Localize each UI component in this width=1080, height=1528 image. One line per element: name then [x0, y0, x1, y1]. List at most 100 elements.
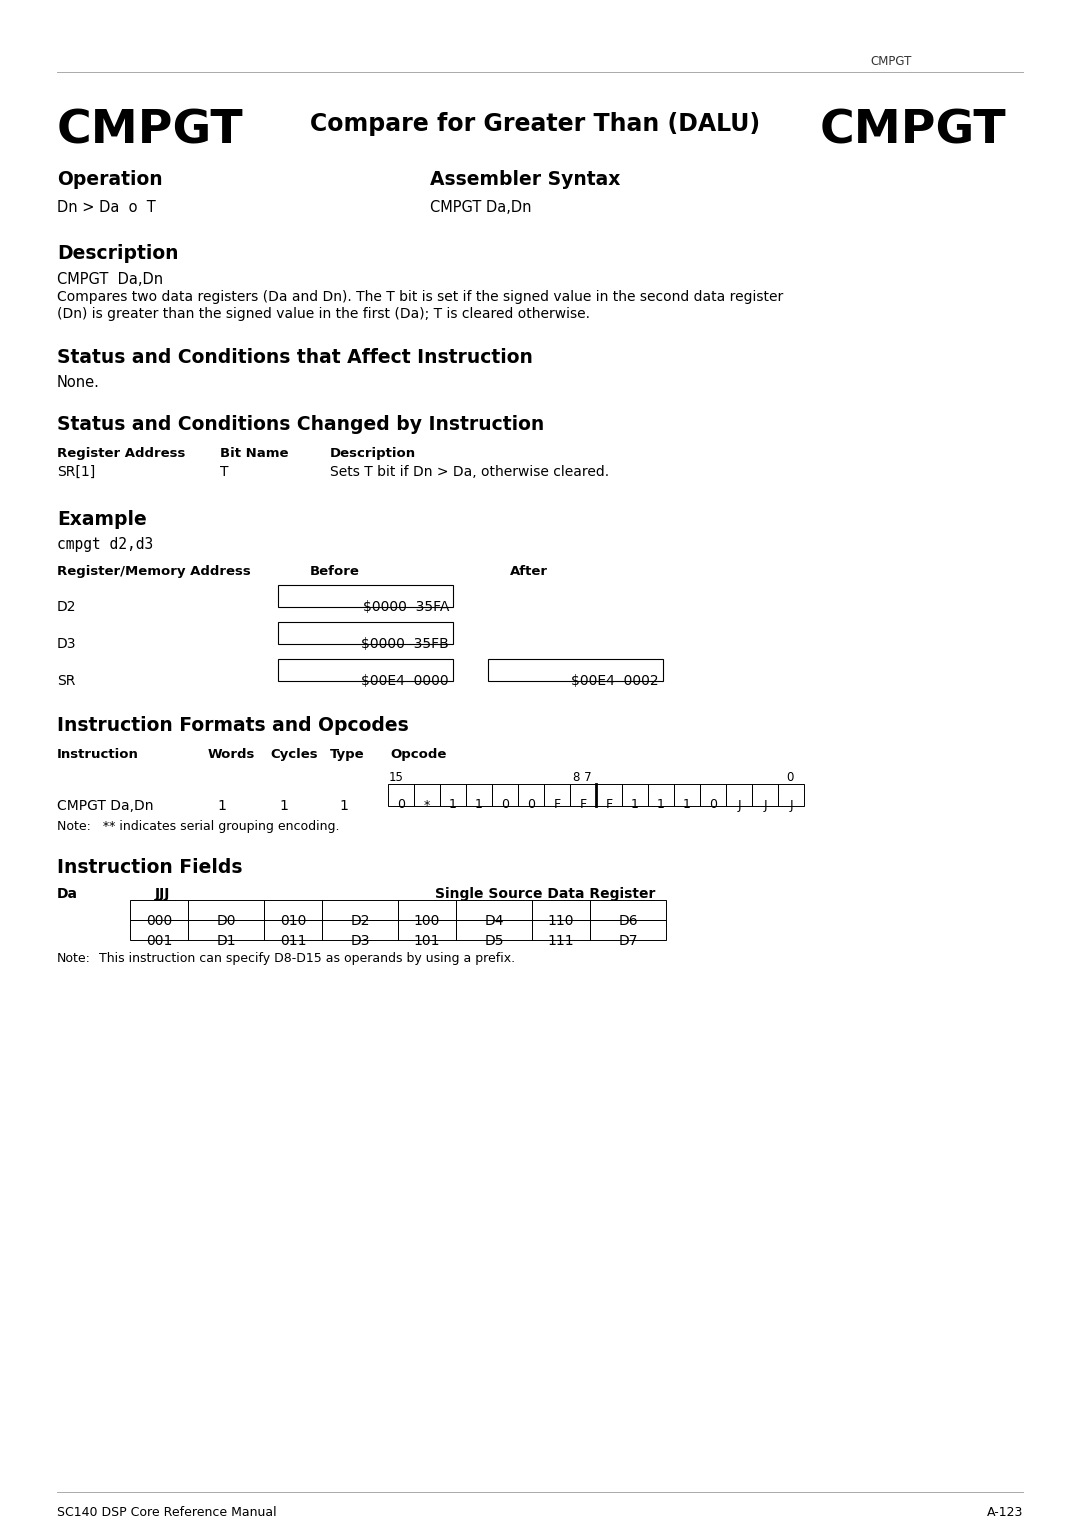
Text: Dn > Da  o  T: Dn > Da o T: [57, 200, 156, 215]
Text: D3: D3: [57, 637, 77, 651]
Text: Instruction Formats and Opcodes: Instruction Formats and Opcodes: [57, 717, 408, 735]
Bar: [622, 784, 648, 805]
Bar: [488, 659, 663, 681]
Bar: [278, 585, 453, 607]
Text: 1: 1: [683, 799, 691, 811]
Text: T: T: [220, 465, 229, 478]
Bar: [322, 920, 399, 940]
Bar: [596, 784, 622, 805]
Text: D2: D2: [350, 914, 369, 927]
Bar: [278, 622, 453, 643]
Text: $00E4  0002: $00E4 0002: [571, 674, 659, 688]
Text: Words: Words: [208, 749, 255, 761]
Text: $00E4  0000: $00E4 0000: [362, 674, 449, 688]
Text: SR[1]: SR[1]: [57, 465, 95, 478]
Bar: [648, 784, 674, 805]
Text: A-123: A-123: [987, 1507, 1023, 1519]
Text: 010: 010: [280, 914, 307, 927]
Text: Register/Memory Address: Register/Memory Address: [57, 565, 251, 578]
Text: J: J: [789, 799, 793, 811]
Text: SC140 DSP Core Reference Manual: SC140 DSP Core Reference Manual: [57, 1507, 276, 1519]
Text: Before: Before: [310, 565, 360, 578]
Text: Operation: Operation: [57, 170, 163, 189]
Text: D6: D6: [618, 914, 638, 927]
Bar: [570, 784, 596, 805]
Text: 0: 0: [786, 772, 794, 784]
Text: D0: D0: [216, 914, 235, 927]
Bar: [456, 920, 532, 940]
Bar: [188, 920, 264, 940]
Text: Register Address: Register Address: [57, 448, 186, 460]
Text: D1: D1: [216, 934, 235, 947]
Text: Note:   ** indicates serial grouping encoding.: Note: ** indicates serial grouping encod…: [57, 821, 339, 833]
Text: 011: 011: [280, 934, 307, 947]
Text: 1: 1: [217, 799, 227, 813]
Text: 8 7: 8 7: [573, 772, 592, 784]
Text: Status and Conditions that Affect Instruction: Status and Conditions that Affect Instru…: [57, 348, 532, 367]
Text: 1: 1: [475, 799, 483, 811]
Text: Example: Example: [57, 510, 147, 529]
Text: *: *: [423, 799, 430, 811]
Text: 100: 100: [414, 914, 441, 927]
Text: CMPGT: CMPGT: [57, 108, 244, 153]
Text: Single Source Data Register: Single Source Data Register: [435, 886, 656, 902]
Text: Sets T bit if Dn > Da, otherwise cleared.: Sets T bit if Dn > Da, otherwise cleared…: [330, 465, 609, 478]
Text: 1: 1: [339, 799, 349, 813]
Text: Status and Conditions Changed by Instruction: Status and Conditions Changed by Instruc…: [57, 416, 544, 434]
Text: 1: 1: [280, 799, 288, 813]
Text: 0: 0: [708, 799, 717, 811]
Text: Description: Description: [57, 244, 178, 263]
Text: D2: D2: [57, 601, 77, 614]
Text: 000: 000: [146, 914, 172, 927]
Text: D7: D7: [618, 934, 638, 947]
Text: Cycles: Cycles: [270, 749, 318, 761]
Text: 001: 001: [146, 934, 172, 947]
Bar: [278, 659, 453, 681]
Text: J: J: [738, 799, 741, 811]
Text: CMPGT  Da,Dn: CMPGT Da,Dn: [57, 272, 163, 287]
Bar: [726, 784, 752, 805]
Text: F: F: [606, 799, 612, 811]
Text: 1: 1: [631, 799, 639, 811]
Text: 111: 111: [548, 934, 575, 947]
Text: Description: Description: [330, 448, 416, 460]
Text: $0000  35FB: $0000 35FB: [361, 637, 449, 651]
Bar: [399, 900, 456, 920]
Text: cmpgt d2,d3: cmpgt d2,d3: [57, 536, 153, 552]
Bar: [532, 920, 590, 940]
Text: SR: SR: [57, 674, 76, 688]
Bar: [590, 920, 666, 940]
Bar: [188, 900, 264, 920]
Text: Type: Type: [330, 749, 365, 761]
Text: This instruction can specify D8-D15 as operands by using a prefix.: This instruction can specify D8-D15 as o…: [99, 952, 515, 966]
Text: 0: 0: [527, 799, 535, 811]
Bar: [544, 784, 570, 805]
Bar: [492, 784, 518, 805]
Bar: [322, 900, 399, 920]
Text: CMPGT Da,Dn: CMPGT Da,Dn: [430, 200, 531, 215]
Text: CMPGT Da,Dn: CMPGT Da,Dn: [57, 799, 153, 813]
Bar: [264, 920, 322, 940]
Bar: [518, 784, 544, 805]
Bar: [532, 900, 590, 920]
Text: $0000  35FA: $0000 35FA: [363, 601, 449, 614]
Text: 1: 1: [449, 799, 457, 811]
Text: JJJ: JJJ: [156, 886, 171, 902]
Bar: [130, 900, 188, 920]
Text: J: J: [764, 799, 767, 811]
Bar: [700, 784, 726, 805]
Bar: [399, 920, 456, 940]
Text: CMPGT: CMPGT: [820, 108, 1007, 153]
Bar: [264, 900, 322, 920]
Text: 15: 15: [389, 772, 404, 784]
Text: Compare for Greater Than (DALU): Compare for Greater Than (DALU): [310, 112, 760, 136]
Text: After: After: [510, 565, 548, 578]
Text: CMPGT: CMPGT: [870, 55, 912, 69]
Text: D4: D4: [484, 914, 503, 927]
Text: D5: D5: [484, 934, 503, 947]
Text: Note:: Note:: [57, 952, 91, 966]
Bar: [130, 920, 188, 940]
Text: Bit Name: Bit Name: [220, 448, 288, 460]
Bar: [752, 784, 778, 805]
Bar: [590, 900, 666, 920]
